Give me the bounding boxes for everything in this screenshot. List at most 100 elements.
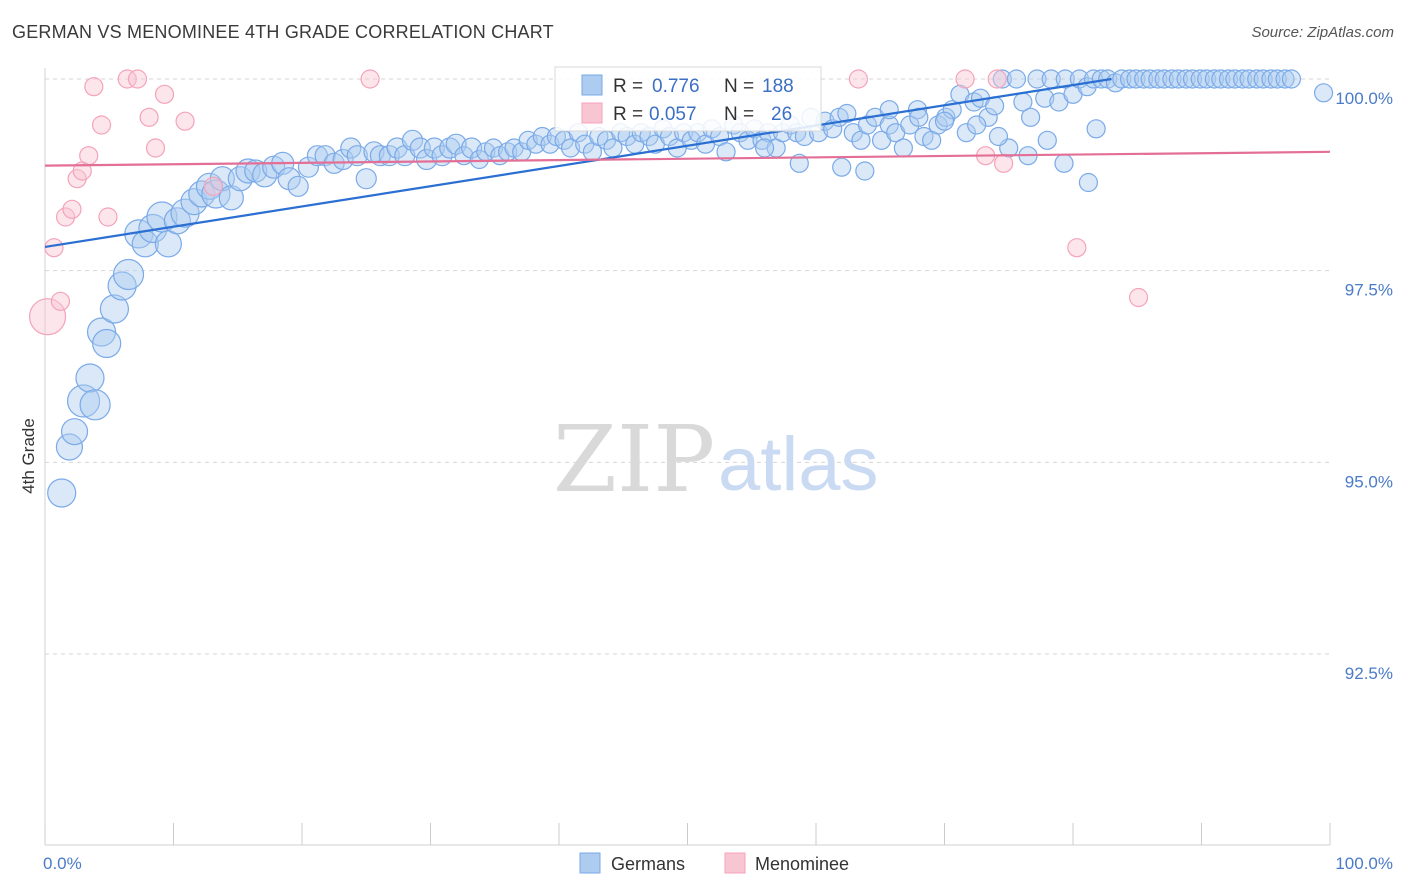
data-point-germans [988, 126, 1009, 147]
data-point-germans [1148, 69, 1168, 89]
data-point-menominee [127, 69, 148, 89]
data-point-germans [154, 230, 182, 258]
data-point-menominee [91, 115, 112, 135]
data-point-germans [832, 157, 852, 177]
data-point-germans [1078, 172, 1099, 193]
data-point-germans [346, 145, 368, 167]
data-point-menominee [98, 207, 118, 227]
watermark-atlas: atlas [718, 422, 879, 507]
legend: Germans Menominee [579, 852, 849, 874]
stats-n-label-germans: N = [724, 76, 754, 97]
y-tick-label: 100.0% [1335, 89, 1393, 108]
data-point-germans [287, 175, 309, 197]
data-point-menominee [79, 146, 99, 166]
data-point-germans [1253, 69, 1273, 89]
data-point-germans [99, 294, 129, 324]
data-point-germans [1055, 69, 1075, 89]
data-point-menominee [117, 69, 137, 89]
data-point-germans [1154, 69, 1174, 89]
data-point-menominee [62, 199, 82, 219]
data-point-germans [423, 137, 445, 159]
data-point-germans [107, 271, 137, 301]
data-point-germans [332, 148, 354, 171]
data-point-menominee [1128, 287, 1149, 308]
data-point-germans [1020, 107, 1041, 127]
data-point-germans [967, 115, 987, 135]
x-tick-label-min: 0.0% [43, 854, 82, 873]
data-point-germans [1190, 69, 1210, 89]
data-point-germans [532, 126, 552, 147]
data-point-germans [857, 115, 878, 135]
watermark: ZIP atlas [553, 406, 879, 513]
data-point-germans [355, 168, 377, 190]
data-point-germans [55, 433, 84, 461]
data-point-germans [1225, 69, 1245, 89]
data-point-germans [1204, 69, 1224, 89]
data-point-germans [1134, 69, 1154, 89]
data-point-germans [1054, 153, 1074, 173]
legend-swatch-menominee [724, 852, 746, 874]
data-point-germans [79, 389, 111, 421]
data-point-germans [1112, 69, 1132, 89]
data-point-germans [401, 129, 424, 151]
data-point-germans [789, 153, 809, 173]
data-point-germans [1218, 69, 1239, 89]
data-point-germans [1182, 69, 1203, 89]
data-point-germans [92, 328, 122, 359]
data-point-menominee [848, 69, 869, 89]
data-point-germans [978, 107, 998, 127]
stats-swatch-menominee [581, 102, 603, 124]
data-point-germans [1239, 69, 1259, 89]
data-point-menominee [84, 77, 104, 97]
data-point-germans [893, 138, 913, 158]
data-point-menominee [55, 207, 76, 227]
data-point-germans [1313, 83, 1334, 103]
data-point-menominee [145, 138, 166, 158]
chart-title: GERMAN VS MENOMINEE 4TH GRADE CORRELATIO… [12, 22, 554, 42]
y-tick-label: 95.0% [1345, 472, 1393, 491]
data-point-menominee [360, 69, 380, 89]
data-point-germans [75, 363, 105, 393]
stats-n-value-germans: 188 [762, 76, 794, 97]
stats-r-label-germans: R = [613, 76, 643, 97]
data-point-germans [855, 161, 875, 181]
data-point-germans [483, 138, 504, 158]
legend-label-germans: Germans [611, 854, 685, 874]
stats-n-label-menominee: N = [724, 104, 754, 125]
data-point-germans [47, 478, 77, 508]
data-point-menominee [50, 291, 71, 311]
data-point-germans [1162, 69, 1182, 89]
data-point-germans [1006, 69, 1027, 89]
series-germans-points [47, 69, 1334, 508]
data-point-menominee [175, 111, 195, 131]
data-point-germans [985, 96, 1005, 116]
data-point-germans [1247, 69, 1267, 89]
x-ticks [44, 823, 1331, 845]
data-point-germans [1275, 69, 1295, 89]
data-point-germans [837, 103, 857, 124]
y-tick-label: 92.5% [1345, 664, 1393, 683]
data-point-germans [879, 115, 899, 135]
data-point-menominee [1067, 238, 1087, 258]
legend-swatch-germans [579, 852, 601, 874]
data-point-menominee [28, 298, 67, 336]
data-point-menominee [44, 238, 64, 258]
data-point-germans [112, 258, 145, 291]
data-point-germans [956, 123, 976, 143]
data-point-germans [1211, 69, 1231, 89]
data-point-germans [1140, 69, 1160, 89]
data-point-germans [1281, 69, 1302, 89]
data-point-germans [235, 158, 261, 184]
stats-r-label-menominee: R = [613, 104, 643, 125]
data-point-germans [754, 138, 775, 158]
data-point-menominee [154, 84, 175, 104]
data-point-germans [1267, 69, 1287, 89]
watermark-zip: ZIP [553, 406, 715, 513]
data-point-menominee [203, 176, 223, 196]
data-point-germans [1126, 69, 1146, 89]
data-point-germans [60, 418, 89, 446]
data-point-germans [1176, 69, 1196, 89]
x-tick-label-max: 100.0% [1335, 854, 1393, 873]
stats-r-value-germans: 0.776 [652, 76, 700, 97]
